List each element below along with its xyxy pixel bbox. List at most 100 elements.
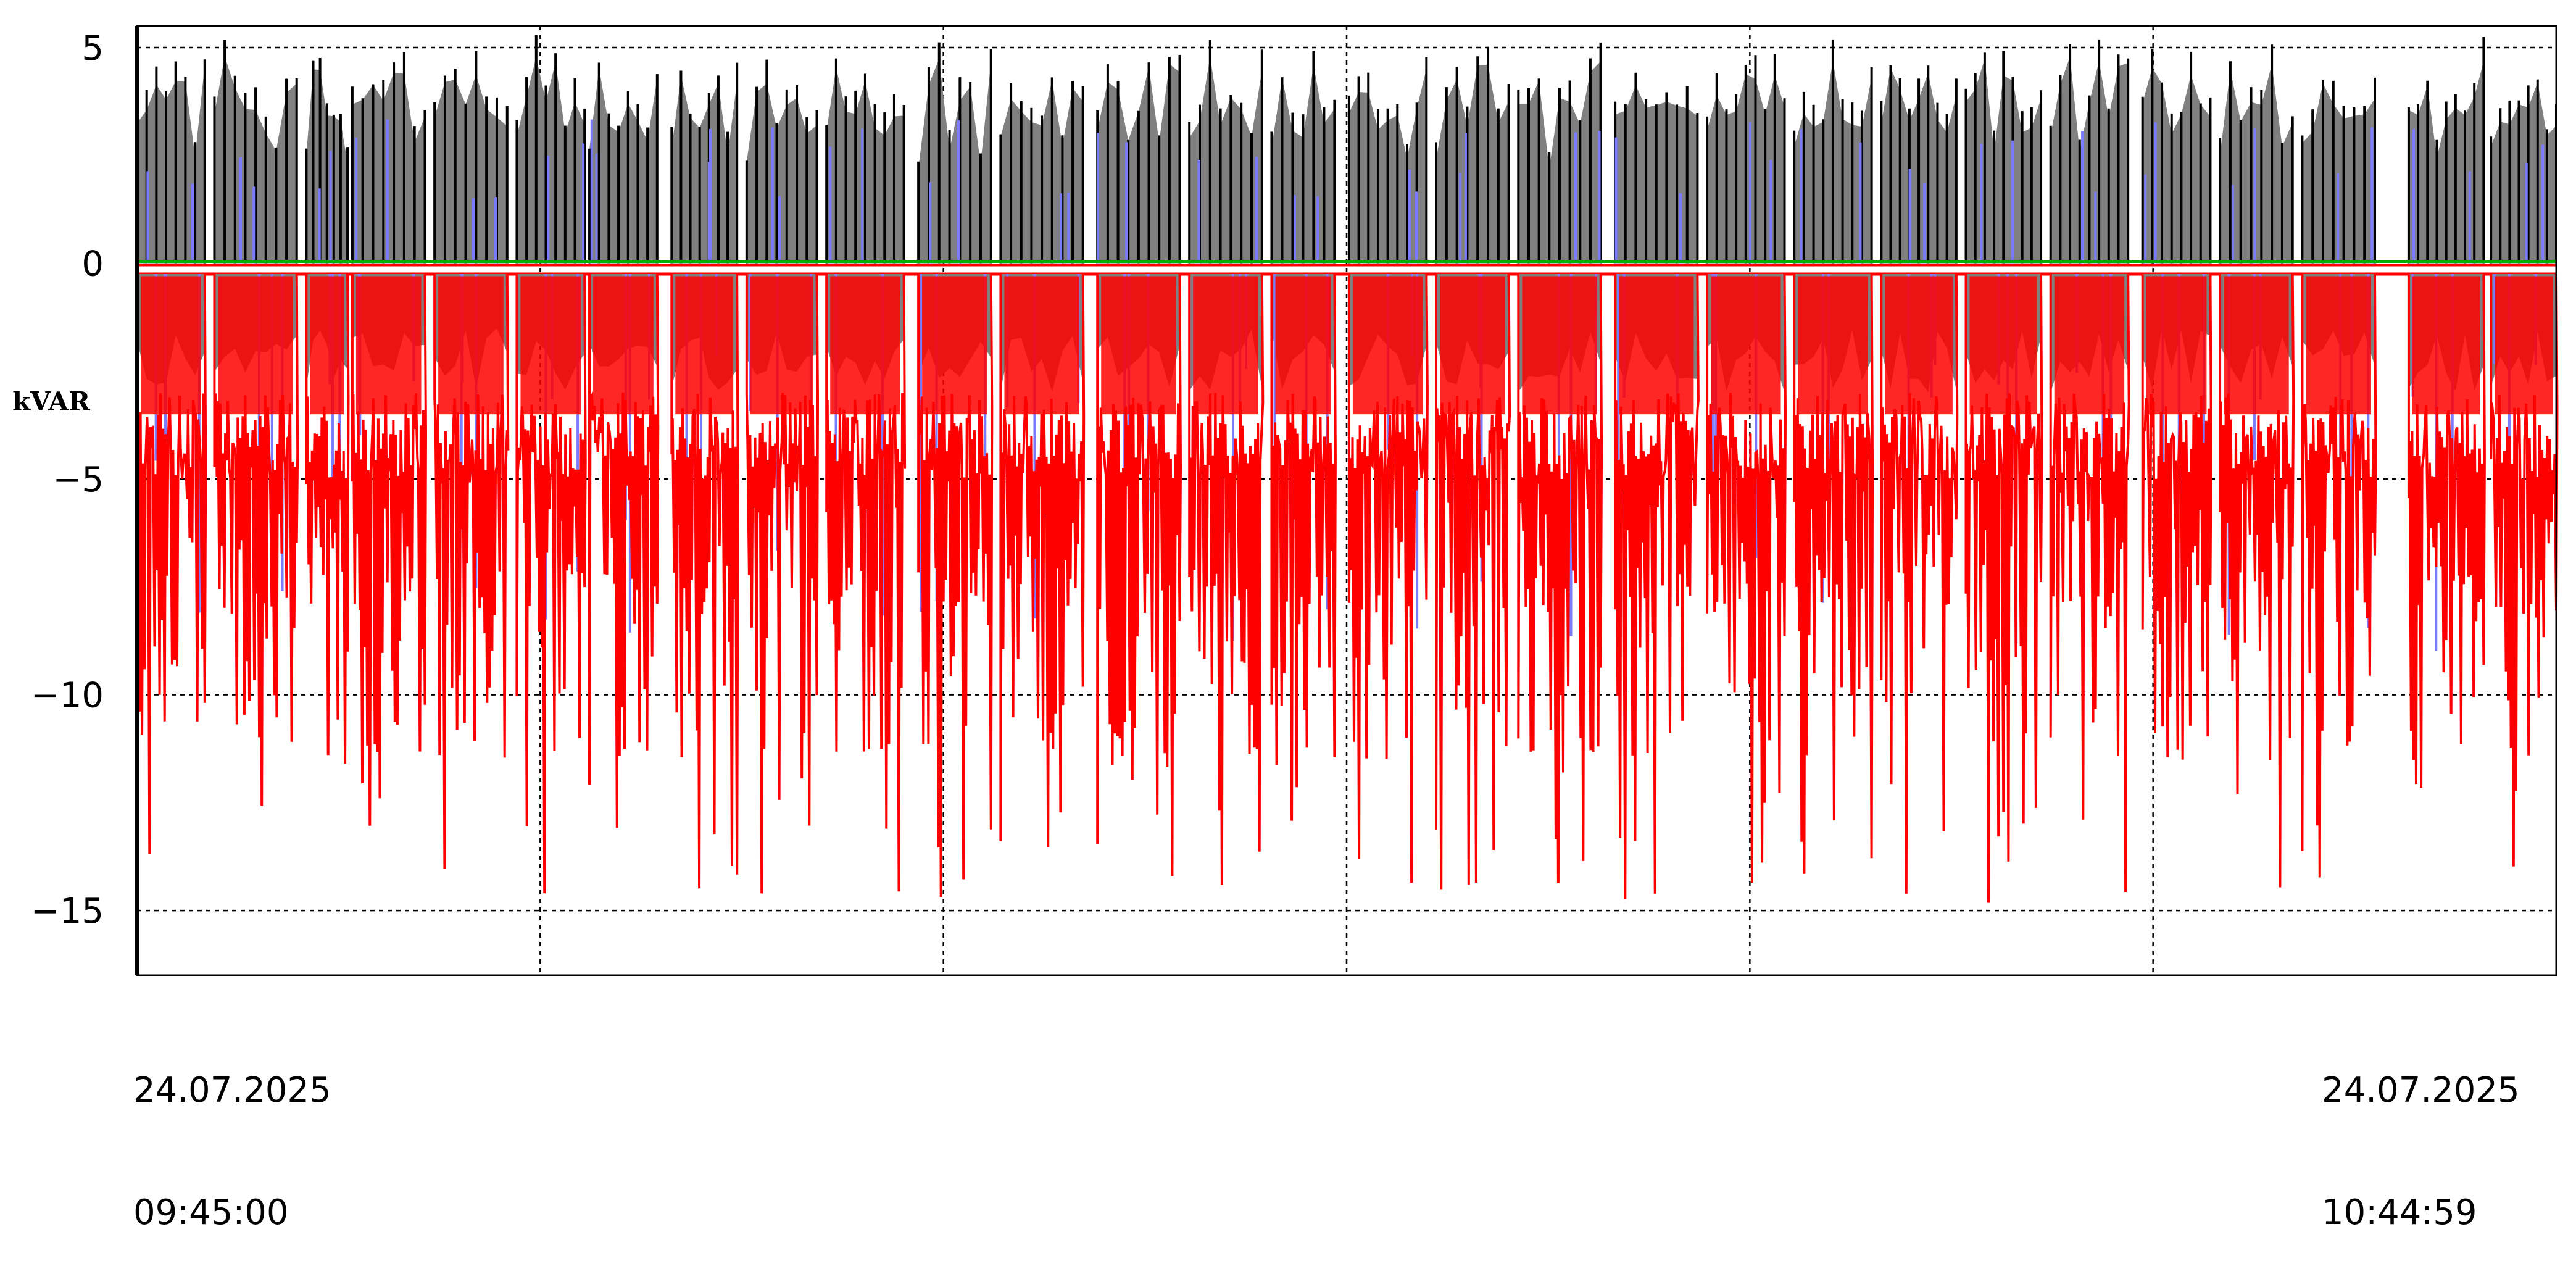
red-trace — [213, 273, 299, 806]
red-trace — [351, 273, 428, 826]
gray-area — [2302, 83, 2375, 264]
chart: kVAR 5 0 −5 −10 −15 — [12, 25, 2559, 976]
gray-area — [2491, 82, 2556, 264]
red-core — [1711, 276, 1781, 415]
y-tick-label: −5 — [52, 460, 104, 500]
red-core — [1101, 276, 1176, 415]
red-core — [520, 276, 581, 415]
red-trace — [1096, 273, 1182, 876]
burst-17 — [1517, 42, 1603, 883]
red-core — [141, 276, 201, 415]
red-core — [2412, 276, 2480, 415]
red-core — [218, 276, 293, 415]
burst-20 — [1793, 39, 1874, 874]
burst-18 — [1614, 72, 1700, 899]
y-tick-label: −15 — [31, 891, 104, 931]
burst-26 — [2301, 77, 2377, 878]
burst-9 — [825, 58, 907, 892]
labels: kVAR 5 0 −5 −10 −15 — [12, 28, 104, 931]
red-core — [1193, 276, 1258, 415]
gray-area — [2220, 64, 2293, 264]
red-trace — [2301, 273, 2377, 878]
red-trace — [999, 273, 1086, 847]
burst-13 — [1188, 40, 1265, 885]
red-core — [830, 276, 900, 415]
burst-16 — [1435, 46, 1511, 890]
burst-7 — [670, 62, 739, 889]
burst-24 — [2141, 49, 2212, 760]
burst-5 — [515, 35, 587, 894]
burst-2 — [305, 58, 350, 764]
gray-area — [1189, 56, 1262, 264]
burst-12 — [1096, 54, 1182, 876]
gray-area — [589, 68, 657, 264]
burst-22 — [1964, 51, 2043, 903]
red-core — [438, 276, 504, 415]
red-core — [2054, 276, 2125, 415]
burst-11 — [999, 77, 1086, 847]
red-trace — [1188, 273, 1265, 885]
red-core — [1885, 276, 1953, 415]
red-core — [593, 276, 654, 415]
red-trace — [305, 273, 350, 764]
burst-6 — [588, 62, 660, 828]
axes — [135, 25, 2557, 976]
burst-1 — [213, 40, 299, 806]
red-trace — [745, 273, 820, 894]
red-core — [310, 276, 344, 415]
burst-8 — [745, 59, 820, 894]
red-core — [2495, 276, 2553, 415]
red-trace — [670, 273, 739, 889]
y-tick-label: 5 — [81, 28, 104, 69]
x-start-time: 09:45:00 — [133, 1193, 289, 1233]
red-trace — [2049, 273, 2130, 893]
red-core — [750, 276, 813, 415]
series — [136, 35, 2559, 903]
burst-4 — [433, 51, 510, 870]
x-end-label: 24.07.2025 10:44:59 — [2322, 989, 2520, 1274]
burst-3 — [351, 52, 428, 826]
burst-25 — [2219, 44, 2295, 888]
gray-area — [1436, 64, 1509, 264]
red-core — [922, 276, 987, 415]
red-trace — [1517, 273, 1603, 883]
burst-0 — [136, 59, 207, 854]
red-trace — [2490, 273, 2559, 867]
red-trace — [1347, 273, 1429, 883]
red-core — [675, 276, 734, 415]
red-trace — [1793, 273, 1874, 874]
y-tick-label: 0 — [81, 244, 104, 285]
gray-area — [2142, 68, 2211, 264]
red-trace — [2407, 273, 2486, 788]
red-core — [1352, 276, 1423, 415]
gray-area — [137, 65, 205, 264]
gray-area — [671, 75, 737, 264]
red-trace — [1964, 273, 2043, 903]
red-core — [1798, 276, 1868, 415]
burst-28 — [2490, 79, 2559, 867]
red-trace — [1270, 273, 1337, 821]
red-trace — [1614, 273, 1700, 899]
red-trace — [825, 273, 907, 892]
x-start-label: 24.07.2025 09:45:00 — [133, 989, 331, 1274]
burst-14 — [1270, 51, 1337, 821]
gray-area — [918, 58, 991, 264]
red-trace — [1435, 273, 1511, 890]
red-core — [1522, 276, 1597, 415]
burst-27 — [2407, 36, 2486, 788]
gray-area — [434, 74, 507, 264]
x-end-time: 10:44:59 — [2322, 1193, 2477, 1233]
gray-area — [746, 83, 817, 264]
x-end-date: 24.07.2025 — [2322, 1070, 2520, 1110]
red-core — [2306, 276, 2371, 415]
y-axis-label: kVAR — [12, 386, 91, 417]
red-trace — [515, 273, 587, 894]
red-core — [2146, 276, 2207, 415]
burst-21 — [1880, 65, 1959, 894]
red-core — [1004, 276, 1079, 415]
red-core — [1440, 276, 1505, 415]
red-trace — [433, 273, 510, 870]
red-core — [355, 276, 422, 415]
red-trace — [917, 273, 994, 897]
gray-area — [517, 57, 585, 264]
